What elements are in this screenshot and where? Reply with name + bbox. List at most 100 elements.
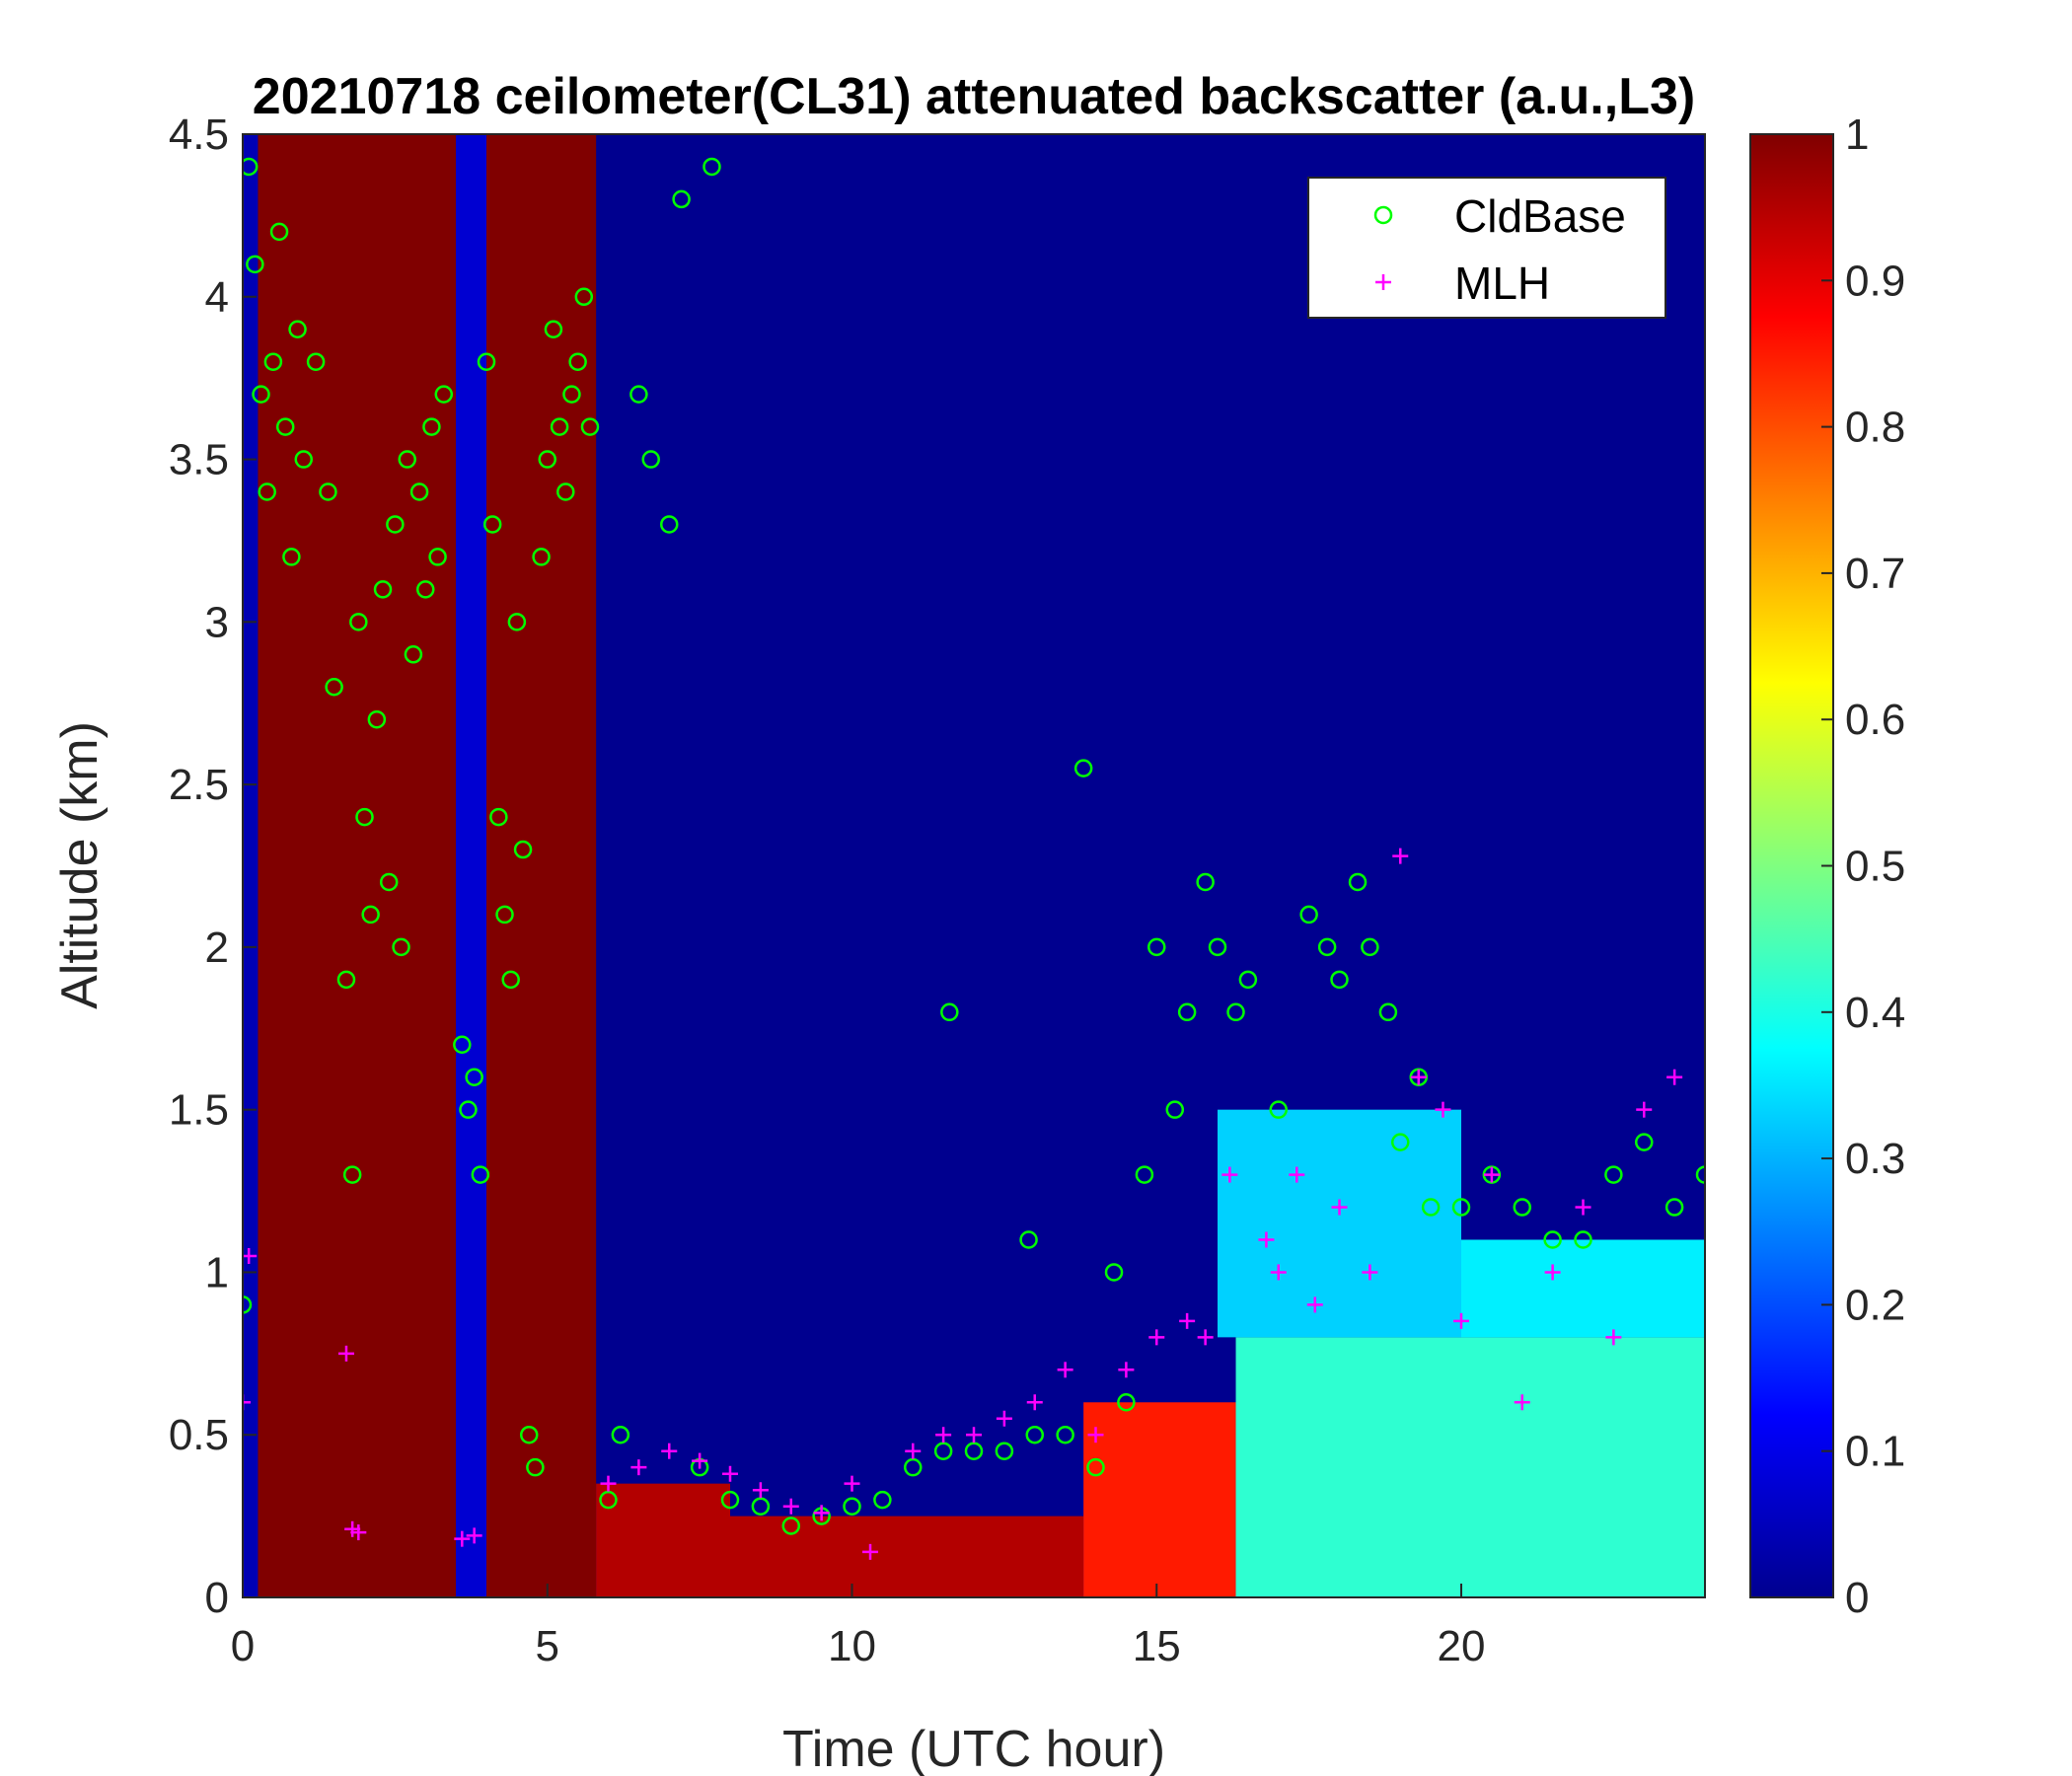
heatmap-cell-1: [258, 134, 457, 1597]
mlh-point: [752, 1482, 769, 1499]
cldbase-point: [243, 1295, 253, 1314]
cldbase-point: [379, 872, 399, 892]
cldbase-point: [269, 222, 289, 242]
mlh-point: [454, 1530, 471, 1547]
mlh-point: [1087, 1427, 1104, 1443]
cldbase-point: [495, 905, 514, 925]
cldbase-point: [1025, 1425, 1044, 1444]
cldbase-point: [574, 287, 594, 307]
colorbar-tick-label: 0.7: [1845, 550, 1905, 598]
plot-frame: [242, 133, 1706, 1598]
cldbase-point: [459, 1100, 478, 1119]
x-tick-label: 20: [1438, 1622, 1486, 1670]
cldbase-point: [367, 709, 387, 729]
cldbase-point: [243, 157, 259, 177]
y-tick-label: 4.5: [169, 111, 229, 159]
heatmap-cell-7: [1235, 1337, 1705, 1597]
cldbase-point: [386, 515, 405, 534]
mlh-point: [1362, 1264, 1378, 1281]
colorbar-tick-label: 0: [1845, 1574, 1869, 1622]
cldbase-point: [1196, 872, 1215, 892]
cldbase-point: [1451, 1198, 1471, 1217]
mlh-point: [782, 1498, 799, 1515]
mlh-point: [722, 1465, 738, 1482]
y-tick-label: 0.5: [169, 1411, 229, 1459]
cldbase-point: [1238, 970, 1258, 990]
cldbase-point: [507, 613, 527, 631]
cldbase-point: [404, 645, 423, 664]
cldbase-point: [1019, 1230, 1038, 1249]
mlh-point: [1306, 1296, 1323, 1313]
colorbar-tick-label: 0.8: [1845, 404, 1905, 452]
mlh-point: [1392, 848, 1409, 864]
cldbase-point: [1086, 1457, 1105, 1477]
cldbase-point: [580, 417, 600, 436]
y-tick-label: 3.5: [169, 436, 229, 484]
y-tick-label: 4: [205, 273, 229, 322]
mlh-point: [1221, 1166, 1238, 1183]
cldbase-point: [471, 1165, 490, 1184]
plot-area: [242, 133, 1706, 1598]
mlh-point: [1270, 1264, 1287, 1281]
cldbase-point: [263, 352, 283, 371]
cldbase-point: [703, 157, 721, 177]
cldbase-point: [319, 482, 337, 501]
cldbase-point: [940, 1002, 959, 1022]
cldbase-point: [489, 807, 508, 827]
cldbase-point: [361, 905, 380, 925]
chart-title: 20210718 ceilometer(CL31) attenuated bac…: [253, 68, 1695, 125]
x-axis-label: Time (UTC hour): [782, 1721, 1165, 1776]
y-axis: 0 0.5 1 1.5 2 2.5 3 3.5 4 4.5: [169, 111, 257, 1622]
colorbar-tick-label: 0.6: [1845, 696, 1905, 744]
cldbase-point: [544, 320, 563, 338]
mlh-point: [905, 1443, 922, 1459]
mlh-point: [1435, 1101, 1451, 1118]
cldbase-point: [672, 189, 691, 209]
x-tick-label: 10: [828, 1622, 876, 1670]
mlh-point: [337, 1345, 354, 1362]
mlh-point: [1575, 1199, 1591, 1216]
mlh-point: [1289, 1166, 1305, 1183]
mlh-point: [692, 1452, 708, 1469]
mlh-point: [1605, 1329, 1622, 1346]
cldbase-point: [1117, 1393, 1136, 1412]
mlh-point: [1483, 1166, 1500, 1183]
y-tick-label: 2: [205, 924, 229, 972]
cldbase-point: [275, 417, 295, 436]
mlh-point: [1026, 1394, 1043, 1411]
cldbase-point: [1361, 937, 1379, 957]
colorbar-tick-label: 1: [1845, 111, 1869, 159]
colorbar-gradient: [1749, 133, 1834, 1598]
mlh-point: [935, 1427, 952, 1443]
cldbase-point: [1574, 1230, 1592, 1249]
y-axis-label: Altitude (km): [51, 721, 109, 1009]
heatmap: [243, 134, 1705, 1597]
mlh-point: [1148, 1329, 1165, 1346]
cldbase-point: [526, 1457, 545, 1477]
mlh-point: [1118, 1362, 1135, 1378]
cldbase-point: [1635, 1133, 1654, 1151]
cldbase-point: [873, 1490, 892, 1510]
cldbase-point: [349, 613, 368, 631]
mlh-point: [1636, 1101, 1653, 1118]
cldbase-point: [246, 255, 264, 274]
cldbase-point: [416, 580, 435, 599]
mlh-point: [1197, 1329, 1214, 1346]
cldbase-point: [599, 1490, 618, 1510]
mlh-point: [350, 1524, 367, 1541]
cldbase-point: [556, 482, 575, 501]
cldbase-point: [434, 385, 454, 404]
cldbase-point: [465, 1068, 483, 1086]
colorbar-tick-label: 0.4: [1845, 989, 1905, 1037]
legend: CldBase MLH: [1307, 177, 1666, 319]
cldbase-point: [1421, 1198, 1441, 1217]
y-tick-label: 0: [205, 1574, 229, 1622]
legend-marker-cldbase: [1373, 205, 1393, 225]
mlh-point: [1544, 1264, 1561, 1281]
cldbase-point: [904, 1457, 923, 1477]
cldbase-point: [1348, 872, 1368, 892]
cldbase-point: [422, 417, 441, 436]
cldbase-point: [1695, 1165, 1705, 1184]
cldbase-point: [453, 1035, 472, 1055]
cldbase-point: [1269, 1100, 1288, 1119]
